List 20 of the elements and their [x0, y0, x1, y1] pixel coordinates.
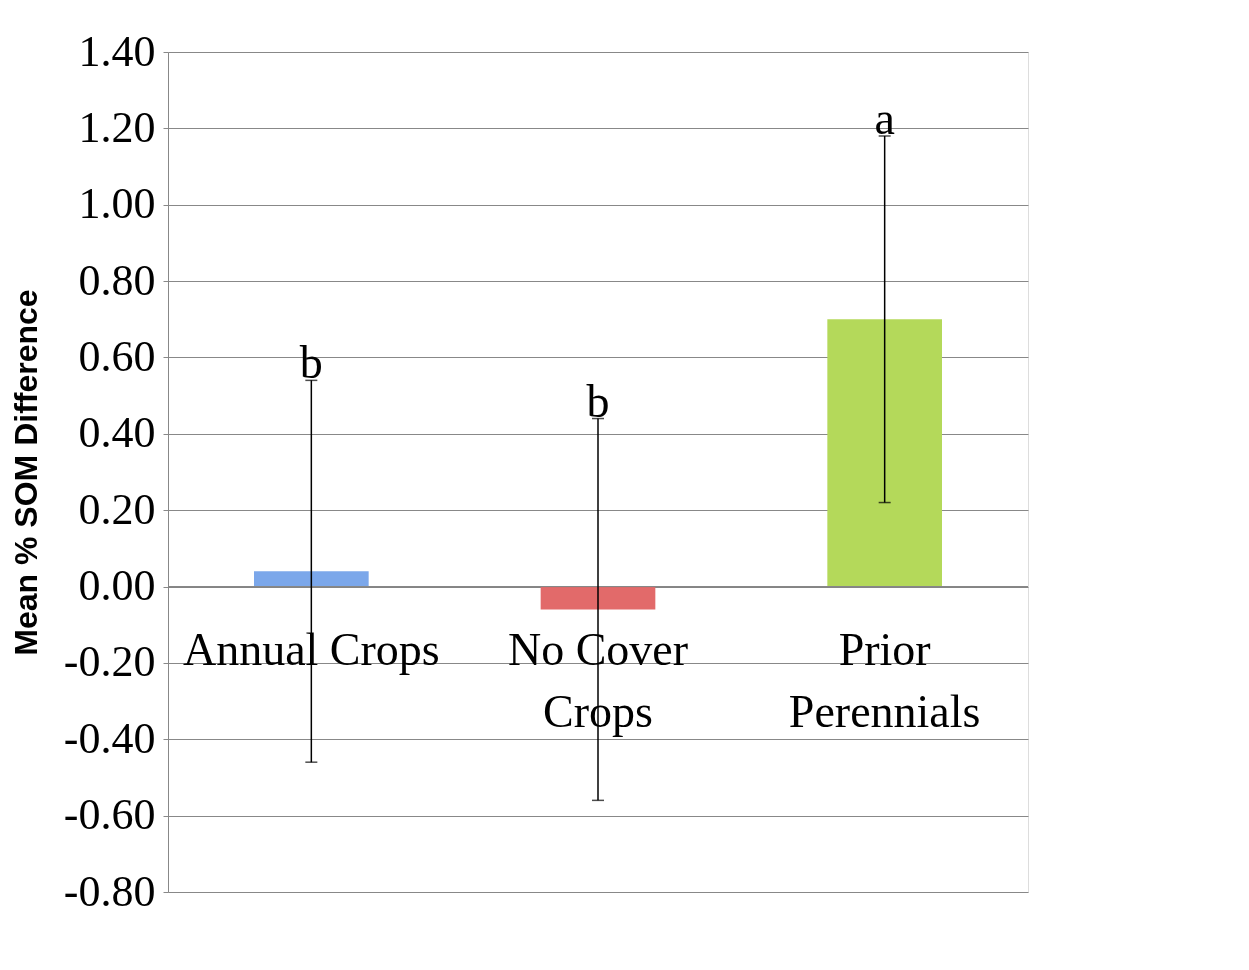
- y-tick-label: 0.80: [78, 255, 156, 305]
- y-tick-label: -0.80: [63, 866, 156, 916]
- y-tick-label: -0.20: [63, 637, 156, 687]
- y-tick-label: 0.00: [78, 561, 156, 611]
- y-axis-title: Mean % SOM Difference: [7, 289, 44, 656]
- x-tick-label: Prior Perennials: [788, 623, 981, 737]
- annotation: b: [586, 375, 610, 427]
- y-tick-label: -0.40: [63, 713, 156, 763]
- y-tick-label: 1.40: [78, 26, 156, 76]
- y-tick-label: 1.20: [78, 102, 156, 152]
- y-tick-label: 1.00: [78, 179, 156, 229]
- y-tick-label: 0.60: [78, 331, 156, 381]
- annotation: b: [299, 337, 323, 389]
- bar: [540, 586, 656, 610]
- bar: [827, 319, 942, 587]
- y-tick-label: 0.20: [78, 484, 156, 534]
- y-tick-label: 0.40: [78, 408, 156, 458]
- annotation: a: [874, 93, 895, 144]
- bar: [254, 571, 369, 587]
- y-tick-label: -0.60: [63, 790, 156, 840]
